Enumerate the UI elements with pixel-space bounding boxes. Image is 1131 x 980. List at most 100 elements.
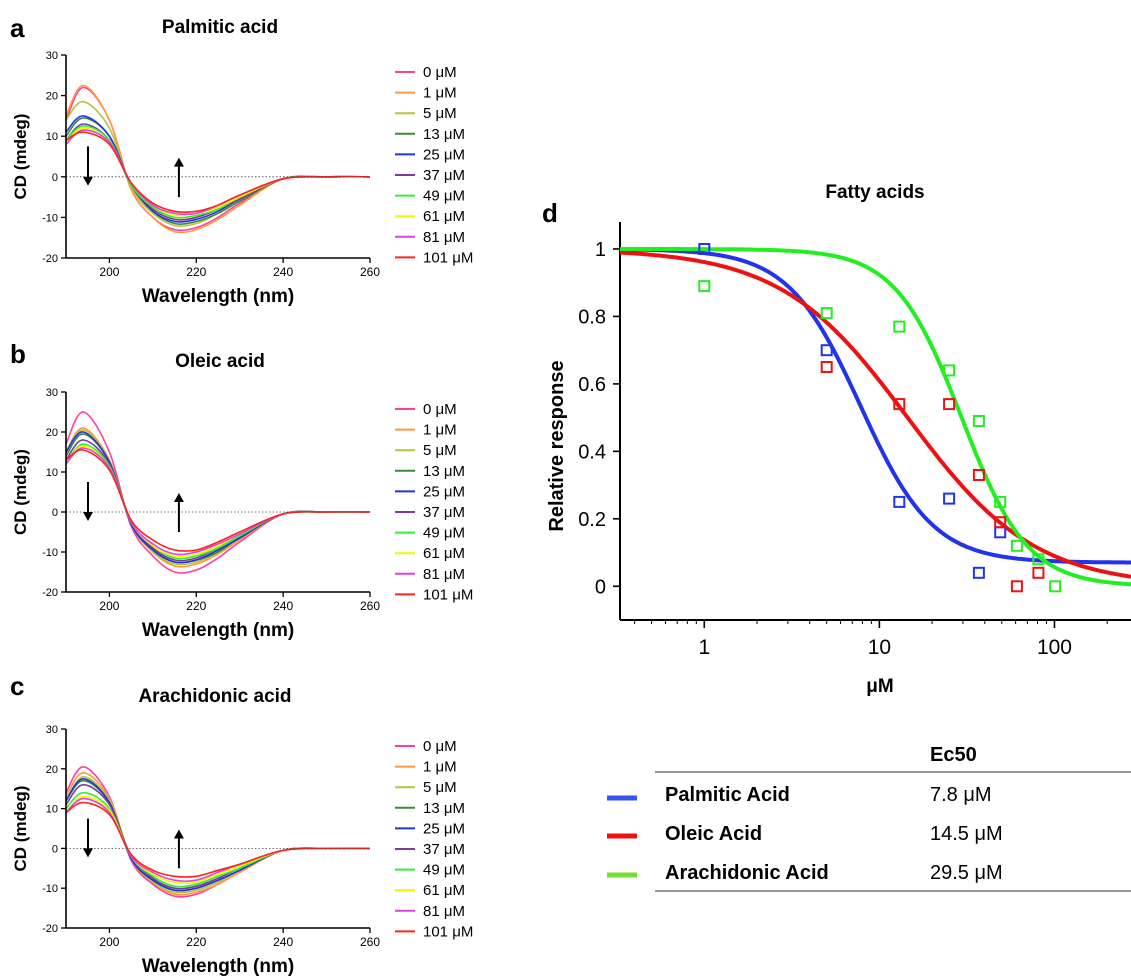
cd-chart-oleic: -20 -10 0 10 20 30 200 220 240 260 Wavelength (nm)… <box>11 387 473 641</box>
panel-letter-a: a <box>10 13 25 43</box>
legend-label: 101 μM <box>423 923 473 940</box>
legend-label: 1 μM <box>423 85 457 102</box>
y-tick-label: 0.4 <box>578 441 606 463</box>
data-point <box>820 344 833 357</box>
x-axis-label: μM <box>866 676 893 697</box>
x-tick-label: 200 <box>99 265 119 279</box>
legend-label: 0 μM <box>423 738 457 755</box>
down-arrow <box>83 176 93 186</box>
x-tick-label: 200 <box>99 599 119 613</box>
table-row-value: 29.5 μM <box>930 862 1003 884</box>
data-point <box>893 320 906 333</box>
x-tick-label: 260 <box>360 265 380 279</box>
y-axis-label: CD (mdeg) <box>11 114 30 200</box>
data-point <box>820 361 833 373</box>
y-tick-label: 10 <box>46 467 58 479</box>
y-tick-label: 0 <box>52 172 58 184</box>
up-arrow <box>173 493 184 502</box>
legend-label: 25 μM <box>423 483 465 500</box>
x-tick-label: 100 <box>1037 636 1072 659</box>
legend-label: 5 μM <box>423 779 457 796</box>
x-tick-label: 10 <box>868 636 891 659</box>
down-arrow <box>83 848 93 858</box>
y-tick-label: -10 <box>42 883 58 895</box>
table-row-name: Palmitic Acid <box>665 784 790 806</box>
x-tick-label: 220 <box>186 599 206 613</box>
panel-title-d: Fatty acids <box>825 182 924 203</box>
legend-label: 13 μM <box>423 800 465 817</box>
fit-curve <box>620 247 1131 587</box>
series-line <box>65 431 371 564</box>
panel-letter-b: b <box>10 339 26 369</box>
fit-curves <box>620 247 1131 587</box>
legend-label: 37 μM <box>423 167 465 184</box>
y-tick-label: -10 <box>42 212 58 224</box>
legend-label: 0 μM <box>423 401 457 418</box>
data-point <box>698 280 711 293</box>
legend-label: 13 μM <box>423 126 465 143</box>
series-line <box>65 445 371 558</box>
data-point <box>994 495 1007 508</box>
y-tick-label: -20 <box>42 923 58 935</box>
data-point <box>1010 580 1023 593</box>
legend-label: 49 μM <box>423 862 465 879</box>
legend-label: 81 μM <box>423 903 465 920</box>
down-arrow <box>83 512 93 521</box>
y-tick-label: -10 <box>42 547 58 559</box>
y-tick-label: 10 <box>46 804 58 816</box>
y-tick-label: 20 <box>46 427 58 439</box>
y-axis-label: CD (mdeg) <box>11 449 30 535</box>
legend-label: 0 μM <box>423 64 457 81</box>
y-tick-label: 20 <box>46 91 58 103</box>
data-point <box>1032 566 1045 579</box>
x-axis-label: Wavelength (nm) <box>142 620 294 641</box>
legend-label: 101 μM <box>423 586 473 603</box>
panel-title-a: Palmitic acid <box>162 17 278 38</box>
legend-label: 1 μM <box>423 759 457 776</box>
y-tick-label: 1 <box>595 239 606 261</box>
series-line <box>65 84 371 234</box>
x-tick-label: 220 <box>186 935 206 949</box>
x-tick-label: 1 <box>698 636 710 659</box>
up-arrow <box>173 157 184 167</box>
x-tick-label: 260 <box>360 599 380 613</box>
data-point <box>893 495 906 508</box>
x-tick-label: 220 <box>186 265 206 279</box>
legend-label: 1 μM <box>423 422 457 439</box>
legend-label: 81 μM <box>423 566 465 583</box>
y-tick-label: 30 <box>46 50 58 62</box>
data-point <box>1049 580 1062 593</box>
data-point <box>972 566 985 579</box>
x-tick-label: 240 <box>273 599 293 613</box>
x-tick-label: 240 <box>273 935 293 949</box>
data-point <box>698 243 711 255</box>
data-point <box>972 415 985 427</box>
ec50-table: Ec50 Palmitic Acid 7.8 μM Oleic Acid 14.… <box>607 744 1131 892</box>
y-tick-label: 0.8 <box>578 306 606 328</box>
y-tick-label: 0 <box>52 507 58 519</box>
legend-label: 61 μM <box>423 882 465 899</box>
legend-label: 13 μM <box>423 463 465 480</box>
legend-label: 25 μM <box>423 146 465 163</box>
data-point <box>994 516 1007 529</box>
y-axis-label: CD (mdeg) <box>11 786 30 872</box>
x-axis-label: Wavelength (nm) <box>142 286 294 307</box>
table-row-value: 14.5 μM <box>930 823 1003 845</box>
y-tick-label: -20 <box>42 587 58 599</box>
series-line <box>65 801 371 878</box>
series-line <box>65 766 371 898</box>
legend-label: 61 μM <box>423 545 465 562</box>
legend-label: 5 μM <box>423 442 457 459</box>
ec50-header: Ec50 <box>930 744 977 766</box>
series-line <box>65 775 371 894</box>
data-point <box>994 526 1007 539</box>
data-point <box>1032 553 1045 566</box>
y-tick-label: 30 <box>46 724 58 736</box>
x-tick-label: 260 <box>360 935 380 949</box>
data-point <box>893 398 906 411</box>
x-axis-label: Wavelength (nm) <box>142 956 294 977</box>
legend-label: 5 μM <box>423 105 457 122</box>
y-tick-label: 0.6 <box>578 374 606 396</box>
x-tick-label: 240 <box>273 265 293 279</box>
series-line <box>65 449 371 552</box>
